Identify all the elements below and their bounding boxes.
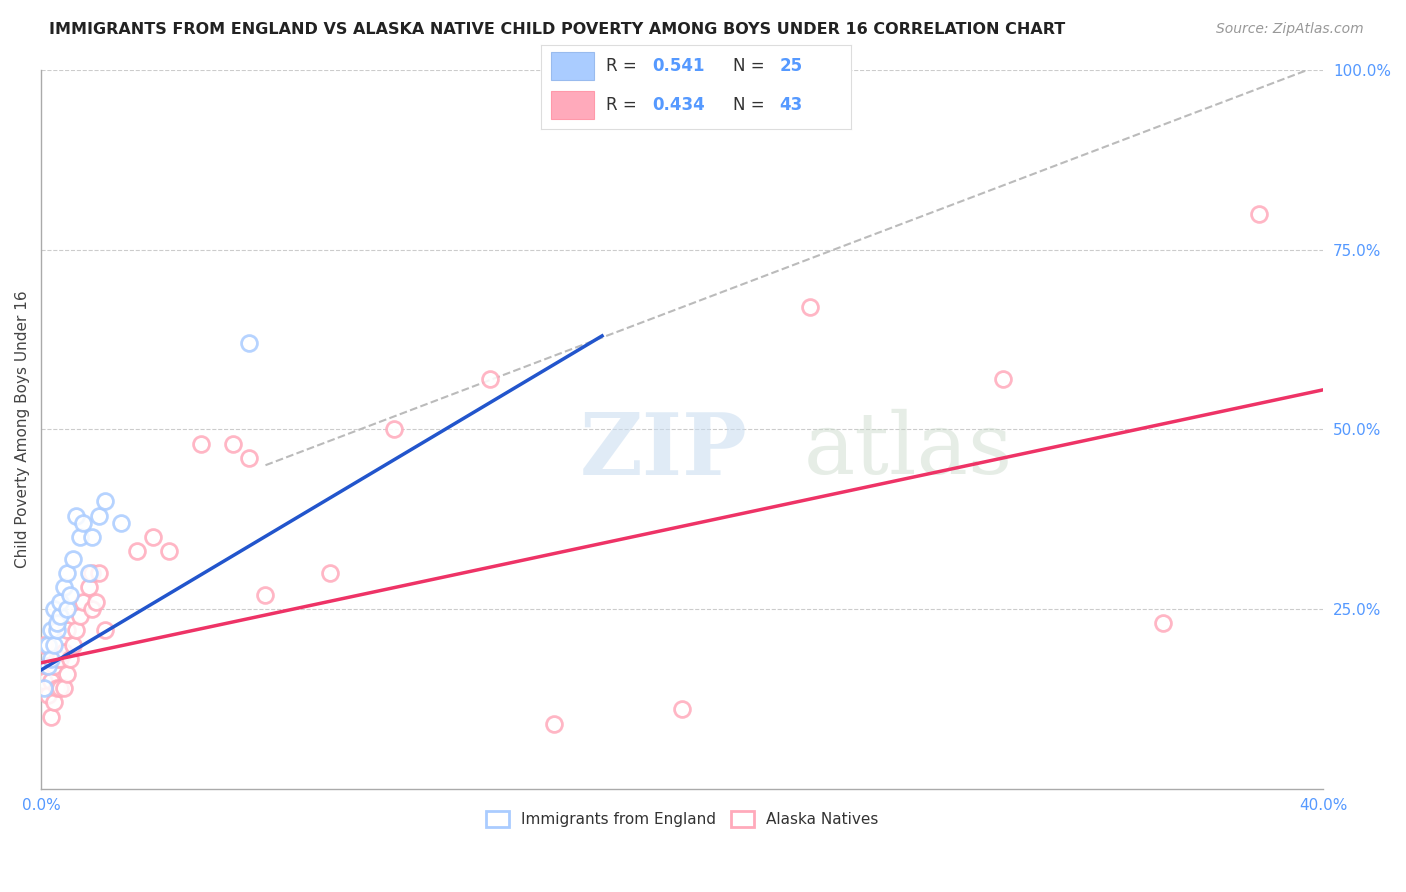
- Point: [55, 624, 77, 638]
- Point: [37, 659, 59, 673]
- Point: [59, 652, 82, 666]
- Point: [62, 638, 84, 652]
- Point: [49, 652, 72, 666]
- Point: [39, 673, 62, 688]
- Point: [37, 638, 59, 652]
- Point: [110, 516, 132, 530]
- Point: [42, 638, 65, 652]
- Point: [52, 580, 75, 594]
- Point: [49, 681, 72, 695]
- Point: [34, 673, 56, 688]
- Point: [82, 602, 104, 616]
- Point: [671, 702, 693, 716]
- Point: [222, 436, 245, 450]
- Point: [69, 609, 91, 624]
- Legend: Immigrants from England, Alaska Natives: Immigrants from England, Alaska Natives: [478, 804, 886, 835]
- Point: [190, 436, 212, 450]
- Point: [49, 609, 72, 624]
- Text: 0.541: 0.541: [652, 57, 706, 75]
- Point: [52, 645, 75, 659]
- Point: [65, 508, 87, 523]
- Point: [1249, 207, 1271, 221]
- Point: [991, 372, 1014, 386]
- Point: [55, 566, 77, 580]
- Text: N =: N =: [733, 96, 770, 114]
- Point: [72, 516, 94, 530]
- Point: [1152, 616, 1174, 631]
- Point: [52, 681, 75, 695]
- Point: [34, 638, 56, 652]
- Point: [62, 551, 84, 566]
- Point: [37, 688, 59, 702]
- Point: [142, 530, 165, 544]
- Text: 0.434: 0.434: [652, 96, 706, 114]
- Point: [69, 530, 91, 544]
- Text: R =: R =: [606, 57, 643, 75]
- Point: [46, 681, 69, 695]
- Text: 43: 43: [779, 96, 803, 114]
- Point: [77, 580, 100, 594]
- Point: [39, 652, 62, 666]
- Point: [59, 588, 82, 602]
- Text: IMMIGRANTS FROM ENGLAND VS ALASKA NATIVE CHILD POVERTY AMONG BOYS UNDER 16 CORRE: IMMIGRANTS FROM ENGLAND VS ALASKA NATIVE…: [49, 22, 1066, 37]
- Point: [82, 530, 104, 544]
- Point: [46, 624, 69, 638]
- Point: [42, 695, 65, 709]
- Point: [42, 602, 65, 616]
- Y-axis label: Child Poverty Among Boys Under 16: Child Poverty Among Boys Under 16: [15, 291, 30, 568]
- Point: [46, 616, 69, 631]
- Point: [87, 566, 110, 580]
- Point: [37, 659, 59, 673]
- Text: atlas: atlas: [804, 409, 1014, 492]
- Point: [238, 450, 260, 465]
- FancyBboxPatch shape: [551, 53, 593, 80]
- Point: [39, 624, 62, 638]
- Point: [49, 595, 72, 609]
- Point: [65, 624, 87, 638]
- Point: [55, 602, 77, 616]
- Point: [84, 595, 107, 609]
- Point: [543, 717, 565, 731]
- Point: [318, 566, 340, 580]
- Text: ZIP: ZIP: [579, 409, 748, 493]
- Text: Source: ZipAtlas.com: Source: ZipAtlas.com: [1216, 22, 1364, 37]
- Point: [87, 508, 110, 523]
- Point: [82, 566, 104, 580]
- Point: [94, 624, 117, 638]
- Point: [157, 544, 180, 558]
- Point: [55, 666, 77, 681]
- Point: [94, 494, 117, 508]
- Point: [77, 566, 100, 580]
- Text: 25: 25: [779, 57, 803, 75]
- Point: [799, 300, 821, 314]
- Point: [42, 659, 65, 673]
- Point: [39, 709, 62, 723]
- Point: [238, 336, 260, 351]
- Text: R =: R =: [606, 96, 643, 114]
- Point: [72, 595, 94, 609]
- Point: [382, 422, 405, 436]
- Text: N =: N =: [733, 57, 770, 75]
- Point: [478, 372, 501, 386]
- Point: [34, 681, 56, 695]
- Point: [46, 652, 69, 666]
- Point: [254, 588, 277, 602]
- FancyBboxPatch shape: [551, 91, 593, 120]
- Point: [127, 544, 149, 558]
